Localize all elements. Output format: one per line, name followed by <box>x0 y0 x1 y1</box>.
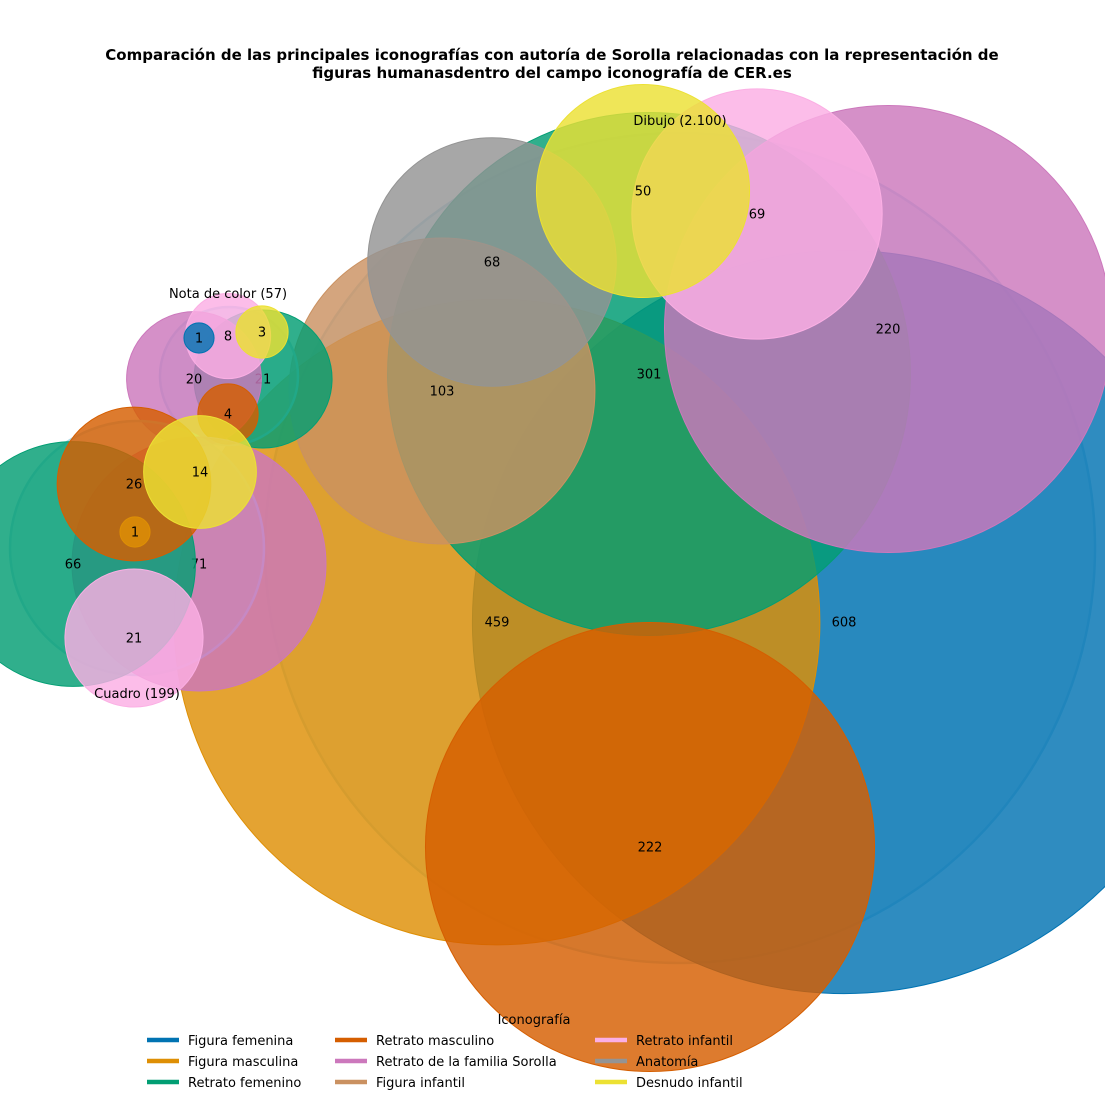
group-label-cuadro: Cuadro (199) <box>94 687 180 702</box>
bubble-label-nota-de-color-retrato-de-la-familia-sorolla: 20 <box>186 373 203 388</box>
legend-label-retrato-femenino: Retrato femenino <box>188 1076 301 1091</box>
bubble-label-dibujo-retrato-masculino: 222 <box>638 841 663 856</box>
bubble-label-nota-de-color-desnudo-infantil: 3 <box>258 326 266 341</box>
bubble-label-dibujo-retrato-femenino: 301 <box>637 368 662 383</box>
bubble-label-dibujo-figura-infantil: 103 <box>430 385 455 400</box>
legend-item-figura-femenina: Figura femenina <box>147 1034 293 1049</box>
legend-label-figura-masculina: Figura masculina <box>188 1055 298 1070</box>
bubble-nota-de-color-desnudo-infantil <box>235 305 289 359</box>
legend-label-retrato-de-la-familia-sorolla: Retrato de la familia Sorolla <box>376 1055 557 1070</box>
bubble-label-cuadro-retrato-femenino: 66 <box>65 558 82 573</box>
bubble-dibujo-desnudo-infantil <box>535 83 751 299</box>
bubble-dibujo-retrato-masculino <box>424 621 876 1073</box>
bubble-label-nota-de-color-retrato-masculino: 4 <box>224 408 232 423</box>
bubble-label-dibujo-figura-femenina: 608 <box>832 616 857 631</box>
legend-label-retrato-infantil: Retrato infantil <box>636 1034 733 1049</box>
legend-label-figura-femenina: Figura femenina <box>188 1034 293 1049</box>
legend-item-retrato-infantil: Retrato infantil <box>595 1034 733 1049</box>
chart-title-line-2: figuras humanasdentro del campo iconogra… <box>312 64 792 82</box>
legend-title: Iconografía <box>498 1013 571 1028</box>
bubble-label-dibujo-retrato-infantil: 69 <box>749 208 766 223</box>
bubble-cuadro-retrato-infantil <box>64 568 204 708</box>
legend-entries: Figura femenina Figura masculina Retrato f… <box>147 1034 743 1091</box>
group-dibujo: 608 459 301 222 220 103 69 68 50 Dibujo (2.100) <box>173 83 1105 1073</box>
chart-title-line-1: Comparación de las principales iconograf… <box>105 46 998 64</box>
bubble-cuadro-figura-masculina <box>119 516 151 548</box>
bubble-cuadro-desnudo-infantil <box>143 415 257 529</box>
bubble-label-dibujo-desnudo-infantil: 50 <box>635 185 652 200</box>
legend-item-desnudo-infantil: Desnudo infantil <box>595 1076 743 1091</box>
legend-label-figura-infantil: Figura infantil <box>376 1076 465 1091</box>
bubble-groups: 608 459 301 222 220 103 69 68 50 Dibujo (2.100) 21… <box>0 83 1105 1073</box>
bubble-label-dibujo-retrato-de-la-familia-sorolla: 220 <box>876 323 901 338</box>
bubble-label-cuadro-figura-masculina: 1 <box>131 526 139 541</box>
bubble-label-cuadro-retrato-infantil: 21 <box>126 632 143 647</box>
bubble-label-nota-de-color-figura-femenina: 1 <box>195 332 203 347</box>
group-label-dibujo: Dibujo (2.100) <box>633 114 726 129</box>
bubble-label-dibujo-figura-masculina: 459 <box>485 616 510 631</box>
legend-label-anatomia: Anatomía <box>636 1055 698 1070</box>
legend-item-retrato-de-la-familia-sorolla: Retrato de la familia Sorolla <box>335 1055 557 1070</box>
bubble-label-nota-de-color-retrato-infantil: 8 <box>224 330 232 345</box>
bubble-nota-de-color-figura-femenina <box>183 322 215 354</box>
legend-item-figura-infantil: Figura infantil <box>335 1076 465 1091</box>
bubble-label-cuadro-retrato-masculino: 26 <box>126 478 143 493</box>
legend-label-desnudo-infantil: Desnudo infantil <box>636 1076 743 1091</box>
legend-label-retrato-masculino: Retrato masculino <box>376 1034 494 1049</box>
legend: Iconografía Figura femenina Figura mascul… <box>147 1013 743 1091</box>
bubble-label-dibujo-anatomia: 68 <box>484 256 501 271</box>
group-label-nota-de-color: Nota de color (57) <box>169 287 287 302</box>
legend-item-retrato-femenino: Retrato femenino <box>147 1076 301 1091</box>
bubble-label-cuadro-desnudo-infantil: 14 <box>192 466 209 481</box>
legend-item-figura-masculina: Figura masculina <box>147 1055 298 1070</box>
legend-item-anatomia: Anatomía <box>595 1055 698 1070</box>
legend-item-retrato-masculino: Retrato masculino <box>335 1034 494 1049</box>
